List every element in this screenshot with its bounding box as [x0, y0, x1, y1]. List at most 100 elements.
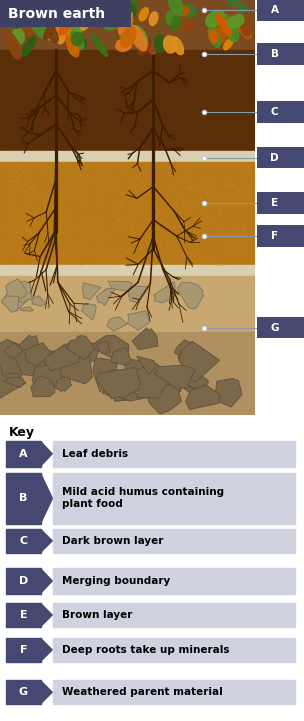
Ellipse shape [56, 28, 65, 44]
Ellipse shape [216, 14, 232, 35]
Ellipse shape [62, 5, 80, 27]
Polygon shape [25, 342, 51, 366]
Ellipse shape [16, 23, 26, 40]
Ellipse shape [71, 32, 84, 45]
Ellipse shape [105, 16, 125, 30]
Text: C: C [19, 536, 28, 546]
Polygon shape [189, 380, 205, 390]
Polygon shape [54, 341, 92, 384]
Bar [6, 680, 41, 704]
Ellipse shape [3, 3, 18, 15]
Ellipse shape [226, 6, 238, 26]
Polygon shape [129, 363, 169, 398]
Polygon shape [257, 43, 304, 65]
Ellipse shape [125, 4, 136, 21]
Ellipse shape [85, 0, 103, 12]
Text: Weathered parent material: Weathered parent material [62, 687, 223, 697]
Polygon shape [41, 528, 53, 553]
Polygon shape [124, 359, 145, 375]
Ellipse shape [111, 0, 124, 12]
Polygon shape [11, 293, 27, 309]
Ellipse shape [221, 14, 239, 42]
Polygon shape [3, 377, 25, 388]
Bar [0, 162, 255, 267]
Ellipse shape [208, 27, 221, 48]
Ellipse shape [28, 12, 46, 35]
Ellipse shape [120, 4, 134, 29]
Ellipse shape [171, 14, 182, 30]
Ellipse shape [71, 31, 84, 50]
Bar [53, 441, 295, 466]
Text: F: F [271, 231, 278, 242]
Text: Brown earth: Brown earth [8, 6, 105, 21]
Polygon shape [97, 342, 110, 354]
Text: E: E [20, 610, 27, 620]
Bar [0, 332, 255, 415]
Bar [0, 265, 255, 275]
Polygon shape [257, 101, 304, 123]
Bar [6, 568, 41, 594]
Bar [53, 568, 295, 594]
Bar [6, 637, 41, 662]
Polygon shape [67, 336, 95, 359]
Ellipse shape [212, 12, 230, 27]
Polygon shape [55, 377, 72, 392]
Polygon shape [170, 367, 208, 389]
Polygon shape [186, 386, 220, 410]
Ellipse shape [215, 18, 225, 34]
Polygon shape [140, 381, 161, 399]
Ellipse shape [121, 12, 133, 26]
Polygon shape [81, 303, 96, 319]
Ellipse shape [54, 6, 69, 27]
Ellipse shape [18, 7, 28, 24]
Ellipse shape [166, 10, 178, 26]
Polygon shape [20, 306, 33, 311]
Polygon shape [92, 335, 129, 359]
Polygon shape [31, 376, 55, 397]
Polygon shape [114, 386, 137, 401]
Text: B: B [271, 49, 279, 59]
Ellipse shape [130, 25, 147, 50]
Ellipse shape [6, 32, 21, 59]
Bar [6, 603, 41, 627]
Polygon shape [32, 363, 61, 390]
Bar [53, 637, 295, 662]
Ellipse shape [209, 30, 218, 43]
Polygon shape [41, 568, 53, 594]
Text: D: D [19, 576, 28, 586]
Ellipse shape [148, 40, 157, 54]
Text: F: F [20, 645, 27, 655]
Text: G: G [271, 322, 279, 332]
Text: D: D [271, 153, 279, 162]
Ellipse shape [227, 15, 244, 28]
Polygon shape [32, 296, 46, 306]
Polygon shape [9, 281, 32, 303]
Ellipse shape [54, 8, 70, 26]
Polygon shape [103, 370, 134, 394]
Polygon shape [132, 327, 158, 350]
Ellipse shape [133, 26, 148, 48]
Ellipse shape [224, 37, 233, 50]
Ellipse shape [209, 27, 226, 44]
Ellipse shape [48, 17, 64, 40]
Polygon shape [43, 350, 69, 373]
Polygon shape [111, 347, 132, 365]
Polygon shape [41, 473, 53, 524]
Ellipse shape [221, 22, 233, 32]
Polygon shape [5, 279, 26, 299]
Polygon shape [137, 356, 157, 374]
Ellipse shape [69, 39, 80, 55]
Ellipse shape [17, 23, 34, 39]
Ellipse shape [55, 22, 72, 36]
Text: E: E [271, 198, 278, 208]
Ellipse shape [12, 28, 24, 44]
Polygon shape [179, 341, 220, 383]
Ellipse shape [22, 36, 36, 56]
Bar [53, 603, 295, 627]
Bar [53, 680, 295, 704]
Ellipse shape [60, 11, 72, 25]
Polygon shape [257, 0, 304, 21]
Polygon shape [257, 147, 304, 169]
Polygon shape [96, 288, 115, 306]
Polygon shape [102, 380, 133, 401]
